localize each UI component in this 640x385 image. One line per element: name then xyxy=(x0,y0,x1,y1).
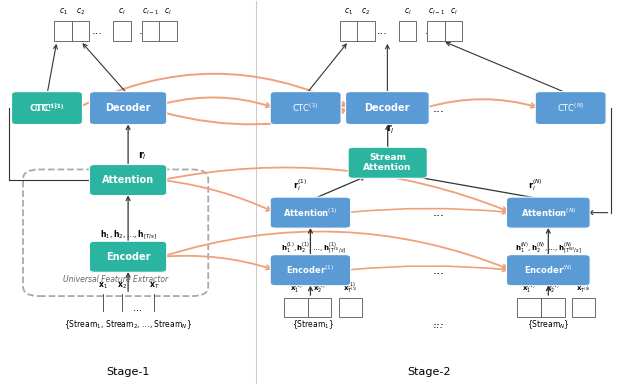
Text: $\mathrm{CTC}^{(N)}$: $\mathrm{CTC}^{(N)}$ xyxy=(557,102,584,114)
Text: ...: ... xyxy=(432,206,444,219)
Text: $c_l$: $c_l$ xyxy=(164,7,172,17)
Text: ...: ... xyxy=(432,315,444,328)
FancyBboxPatch shape xyxy=(535,92,606,125)
Text: Stage-1: Stage-1 xyxy=(107,367,150,377)
Text: $\mathbf{h}_1^{(1)}, \mathbf{h}_2^{(1)}, \ldots, \mathbf{h}_{[T^{(1)}/s]}^{(1)}$: $\mathbf{h}_1^{(1)}, \mathbf{h}_2^{(1)},… xyxy=(281,241,346,256)
Text: Encoder$^{(N)}$: Encoder$^{(N)}$ xyxy=(524,264,573,276)
Text: ...: ... xyxy=(424,26,435,36)
Text: {Stream$_N$}: {Stream$_N$} xyxy=(527,318,570,331)
Text: $\mathbf{x}_2$: $\mathbf{x}_2$ xyxy=(117,281,127,291)
FancyBboxPatch shape xyxy=(90,92,167,125)
FancyBboxPatch shape xyxy=(346,92,429,125)
Text: {Stream$_1$, Stream$_2$, $\ldots$, Stream$_N$}: {Stream$_1$, Stream$_2$, $\ldots$, Strea… xyxy=(65,318,193,331)
Text: {Stream$_1$}: {Stream$_1$} xyxy=(292,318,335,331)
Text: Decoder: Decoder xyxy=(106,103,151,113)
FancyBboxPatch shape xyxy=(90,164,167,196)
FancyBboxPatch shape xyxy=(12,92,83,125)
Text: Encoder: Encoder xyxy=(106,252,150,262)
Text: $\mathrm{CTC}^{(1)}$: $\mathrm{CTC}^{(1)}$ xyxy=(292,102,319,114)
Text: $\mathbf{h}_1^{(N)}, \mathbf{h}_2^{(N)}, \ldots, \mathbf{h}_{[T^{(N)}/s]}^{(N)}$: $\mathbf{h}_1^{(N)}, \mathbf{h}_2^{(N)},… xyxy=(515,241,582,256)
FancyBboxPatch shape xyxy=(340,21,358,41)
Text: ...: ... xyxy=(377,26,388,36)
Text: $\mathbf{r}_l^{(1)}$: $\mathbf{r}_l^{(1)}$ xyxy=(292,178,307,193)
FancyBboxPatch shape xyxy=(357,21,375,41)
Text: ...: ... xyxy=(432,264,444,277)
FancyBboxPatch shape xyxy=(517,298,541,317)
Text: Attention: Attention xyxy=(102,175,154,185)
Text: Attention$^{(1)}$: Attention$^{(1)}$ xyxy=(283,206,338,219)
FancyBboxPatch shape xyxy=(506,254,590,286)
Text: Attention: Attention xyxy=(364,163,412,172)
FancyBboxPatch shape xyxy=(572,298,595,317)
Text: $\mathbf{x}_{T^{(1)}}^{(1)}$: $\mathbf{x}_{T^{(1)}}^{(1)}$ xyxy=(343,281,358,296)
Text: $c_2$: $c_2$ xyxy=(362,7,371,17)
Text: Universal Feature Extractor: Universal Feature Extractor xyxy=(63,275,168,285)
Text: $\mathbf{x}_T$: $\mathbf{x}_T$ xyxy=(148,281,159,291)
FancyBboxPatch shape xyxy=(541,298,564,317)
Text: $c_l$: $c_l$ xyxy=(404,7,412,17)
Text: $\mathrm{CTC}^{(1)}$: $\mathrm{CTC}^{(1)}$ xyxy=(34,102,60,114)
Text: $c_1$: $c_1$ xyxy=(344,7,353,17)
Text: ...: ... xyxy=(433,320,444,330)
FancyBboxPatch shape xyxy=(348,147,428,178)
Text: $\mathbf{x}_1$: $\mathbf{x}_1$ xyxy=(98,281,108,291)
FancyBboxPatch shape xyxy=(54,21,72,41)
FancyBboxPatch shape xyxy=(308,298,332,317)
FancyBboxPatch shape xyxy=(506,197,590,228)
Text: ...: ... xyxy=(322,302,331,312)
FancyBboxPatch shape xyxy=(72,21,90,41)
Text: Decoder: Decoder xyxy=(365,103,410,113)
Text: ...: ... xyxy=(555,302,564,312)
Text: $\mathbf{h}_1, \mathbf{h}_2, \ldots, \mathbf{h}_{[T/s]}$: $\mathbf{h}_1, \mathbf{h}_2, \ldots, \ma… xyxy=(100,229,157,242)
FancyBboxPatch shape xyxy=(284,298,308,317)
Text: $c_2$: $c_2$ xyxy=(76,7,85,17)
Text: $c_l$: $c_l$ xyxy=(450,7,458,17)
FancyBboxPatch shape xyxy=(270,92,341,125)
FancyBboxPatch shape xyxy=(142,21,160,41)
Text: ...: ... xyxy=(139,26,150,36)
Text: $\mathbf{r}_l$: $\mathbf{r}_l$ xyxy=(138,150,147,162)
Text: Stage-2: Stage-2 xyxy=(407,367,451,377)
Text: ...: ... xyxy=(92,26,102,36)
FancyBboxPatch shape xyxy=(445,21,463,41)
Text: $c_{l-1}$: $c_{l-1}$ xyxy=(142,7,159,17)
Text: $\mathbf{x}_2^{(N)}$: $\mathbf{x}_2^{(N)}$ xyxy=(546,282,559,296)
Text: $c_1$: $c_1$ xyxy=(59,7,68,17)
Text: Attention$^{(N)}$: Attention$^{(N)}$ xyxy=(521,206,576,219)
FancyBboxPatch shape xyxy=(270,254,351,286)
FancyBboxPatch shape xyxy=(12,92,83,125)
Text: $\hat{\mathbf{r}}_l$: $\hat{\mathbf{r}}_l$ xyxy=(386,119,395,136)
Text: $c_l$: $c_l$ xyxy=(118,7,126,17)
FancyBboxPatch shape xyxy=(90,241,167,272)
Text: $\mathbf{r}_l^{(N)}$: $\mathbf{r}_l^{(N)}$ xyxy=(529,178,543,193)
Text: $c_{l-1}$: $c_{l-1}$ xyxy=(428,7,445,17)
Text: $\mathbf{x}_2^{(1)}$: $\mathbf{x}_2^{(1)}$ xyxy=(313,282,326,296)
FancyBboxPatch shape xyxy=(113,21,131,41)
Text: Encoder$^{(1)}$: Encoder$^{(1)}$ xyxy=(286,264,335,276)
FancyBboxPatch shape xyxy=(399,21,417,41)
Text: $\mathbf{x}_{T^{(N)}}^{(N)}$: $\mathbf{x}_{T^{(N)}}^{(N)}$ xyxy=(576,281,591,296)
FancyBboxPatch shape xyxy=(159,21,177,41)
Text: CTCᴵ¹⁽¹⁾: CTCᴵ¹⁽¹⁾ xyxy=(29,104,64,112)
FancyBboxPatch shape xyxy=(339,298,362,317)
FancyBboxPatch shape xyxy=(270,197,351,228)
FancyBboxPatch shape xyxy=(428,21,445,41)
Text: $\mathbf{x}_1^{(N)}$: $\mathbf{x}_1^{(N)}$ xyxy=(522,282,536,296)
Text: ...: ... xyxy=(432,102,444,115)
Text: $\mathbf{x}_1^{(1)}$: $\mathbf{x}_1^{(1)}$ xyxy=(289,282,303,296)
Text: Stream: Stream xyxy=(369,153,406,162)
Text: ...: ... xyxy=(134,303,143,313)
